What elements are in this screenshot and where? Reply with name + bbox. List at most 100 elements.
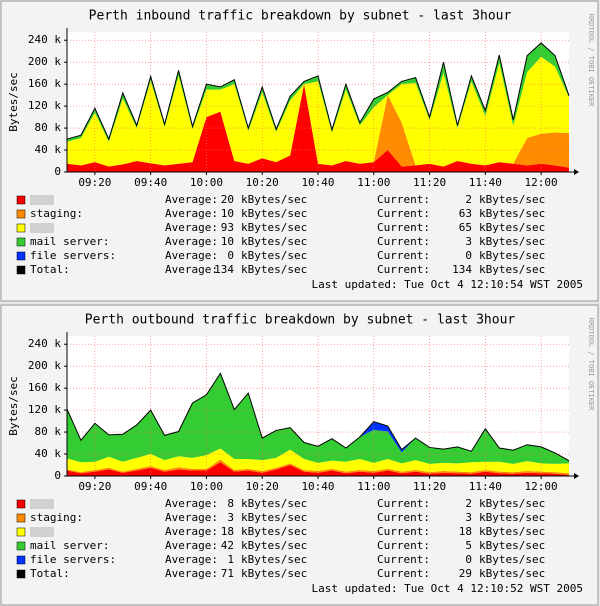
redacted-name [30,223,54,233]
average-value: 20 [221,193,234,206]
legend-swatch [16,499,26,509]
x-axis-arrow [574,473,579,479]
average-label: Average: [165,249,218,262]
average-label: Average: [165,553,218,566]
area-1 [67,84,569,168]
unit-label: kBytes/sec [479,249,545,262]
current-value: 63 [459,207,472,220]
average-label: Average: [165,235,218,248]
unit-label: kBytes/sec [241,525,307,538]
unit-label: kBytes/sec [241,193,307,206]
unit-label: kBytes/sec [241,249,307,262]
redacted-name [30,527,54,537]
x-axis-arrow [574,169,579,175]
y-tick-label: 120 k [28,403,61,416]
total-line [66,42,570,141]
last-updated: Last updated: Tue Oct 4 12:10:52 WST 200… [311,582,583,595]
x-tick-label: 10:00 [190,176,223,189]
current-value: 134 [452,263,472,276]
legend-swatch [16,555,26,565]
area-0 [67,462,569,476]
redacted-name [30,499,54,509]
average-label: Average: [165,511,218,524]
area-2 [67,448,569,474]
unit-label: kBytes/sec [479,497,545,510]
y-tick-label: 200 k [28,55,61,68]
x-tick-label: 10:20 [246,176,279,189]
average-value: 3 [227,511,234,524]
legend-swatch [16,527,26,537]
legend-swatch [16,195,26,205]
last-updated: Last updated: Tue Oct 4 12:10:54 WST 200… [311,278,583,291]
legend-swatch [16,569,26,579]
legend-swatch [16,237,26,247]
y-axis-label: Bytes/sec [7,376,20,436]
legend-name: Total: [30,567,70,580]
y-tick-label: 200 k [28,359,61,372]
average-value: 10 [221,207,234,220]
unit-label: kBytes/sec [479,525,545,538]
x-tick-label: 10:40 [301,176,334,189]
unit-label: kBytes/sec [241,207,307,220]
current-value: 2 [465,497,472,510]
unit-label: kBytes/sec [241,221,307,234]
unit-label: kBytes/sec [479,221,545,234]
x-tick-label: 11:40 [469,480,502,493]
legend-name: file servers: [30,553,116,566]
current-label: Current: [377,207,430,220]
x-tick-label: 09:20 [78,176,111,189]
current-label: Current: [377,221,430,234]
x-tick-label: 12:00 [525,480,558,493]
x-tick-label: 11:40 [469,176,502,189]
x-tick-label: 12:00 [525,176,558,189]
x-tick-label: 09:40 [134,176,167,189]
y-tick-label: 240 k [28,33,61,46]
legend-name: staging: [30,207,83,220]
unit-label: kBytes/sec [479,567,545,580]
average-label: Average: [165,193,218,206]
unit-label: kBytes/sec [479,193,545,206]
y-tick-label: 80 k [35,121,62,134]
unit-label: kBytes/sec [241,235,307,248]
average-label: Average: [165,207,218,220]
y-tick-label: 40 k [35,143,62,156]
average-value: 10 [221,235,234,248]
x-tick-label: 11:00 [357,480,390,493]
legend-name: file servers: [30,249,116,262]
average-value: 93 [221,221,234,234]
x-tick-label: 09:40 [134,480,167,493]
unit-label: kBytes/sec [479,553,545,566]
side-text: RRDTOOL / TOBI OETIKER [587,318,595,412]
legend-name: mail server: [30,539,109,552]
y-tick-label: 40 k [35,447,62,460]
chart-title: Perth outbound traffic breakdown by subn… [85,313,516,328]
unit-label: kBytes/sec [241,497,307,510]
current-label: Current: [377,567,430,580]
average-label: Average: [165,525,218,538]
average-value: 18 [221,525,234,538]
chart-title: Perth inbound traffic breakdown by subne… [89,9,512,24]
x-tick-label: 11:20 [413,480,446,493]
current-label: Current: [377,539,430,552]
current-value: 2 [465,193,472,206]
unit-label: kBytes/sec [241,263,307,276]
legend-name: mail server: [30,235,109,248]
current-label: Current: [377,511,430,524]
current-label: Current: [377,525,430,538]
graph-panel: Perth outbound traffic breakdown by subn… [0,304,599,606]
unit-label: kBytes/sec [479,235,545,248]
y-axis-label: Bytes/sec [7,72,20,132]
current-value: 0 [465,249,472,262]
average-label: Average: [165,263,218,276]
unit-label: kBytes/sec [479,539,545,552]
side-text: RRDTOOL / TOBI OETIKER [587,14,595,108]
graph-panel: Perth inbound traffic breakdown by subne… [0,0,599,302]
current-value: 3 [465,511,472,524]
current-value: 29 [459,567,472,580]
legend-name: Total: [30,263,70,276]
unit-label: kBytes/sec [241,567,307,580]
unit-label: kBytes/sec [241,511,307,524]
legend-swatch [16,251,26,261]
legend-swatch [16,513,26,523]
